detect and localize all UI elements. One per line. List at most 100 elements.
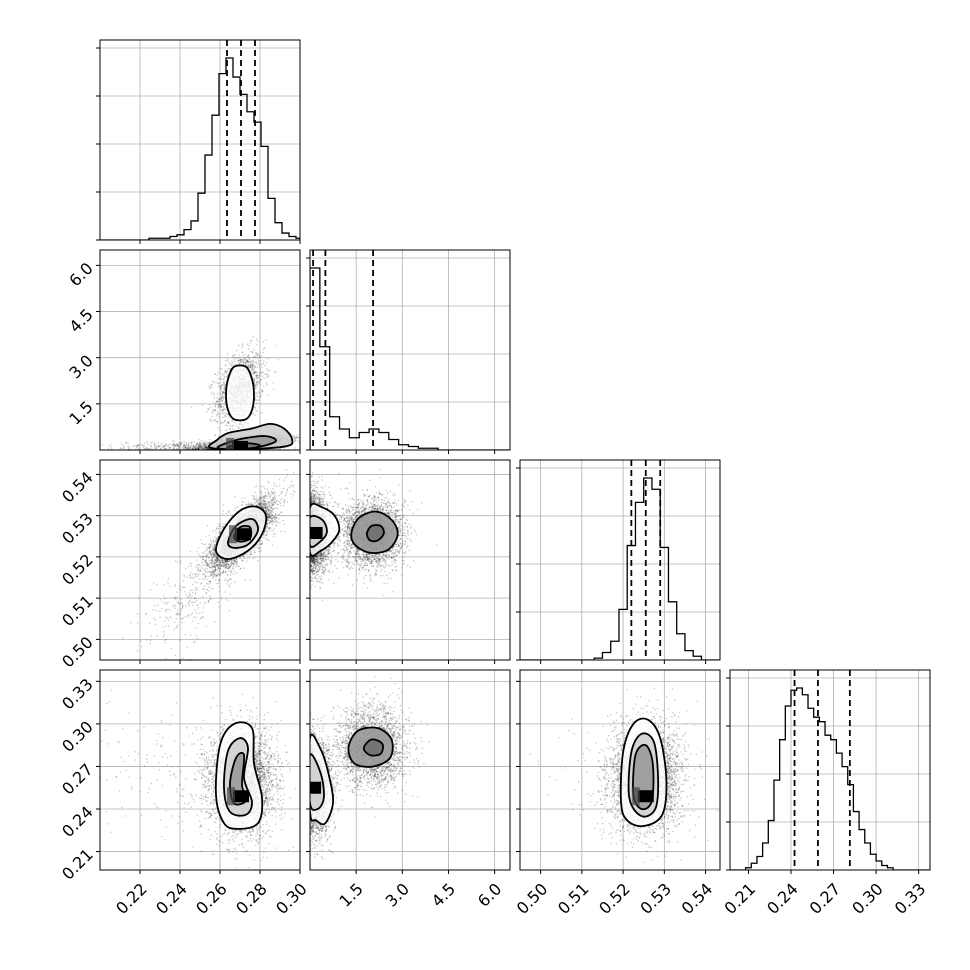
sample-point — [249, 364, 251, 367]
sample-point — [206, 448, 208, 450]
sample-point — [261, 390, 264, 392]
sample-point — [254, 398, 256, 401]
sample-point — [136, 445, 138, 448]
sample-point — [239, 362, 241, 364]
sample-point — [219, 403, 221, 406]
sample-point — [160, 444, 162, 446]
sample-point — [205, 442, 208, 445]
sample-point — [221, 409, 224, 411]
sample-point — [232, 419, 234, 422]
sample-point — [187, 448, 190, 450]
sample-point — [209, 419, 211, 421]
sample-point — [262, 385, 265, 387]
sample-point — [187, 444, 190, 447]
sample-point — [218, 436, 220, 438]
sample-point — [270, 516, 273, 518]
sample-point — [225, 406, 227, 409]
sample-point — [223, 402, 225, 405]
panel-frame — [519, 459, 721, 661]
sample-point — [189, 448, 191, 450]
sample-point — [279, 447, 282, 450]
contour-line — [207, 422, 294, 450]
sample-point — [137, 444, 139, 446]
sample-point — [255, 396, 257, 398]
sample-point — [250, 366, 252, 369]
sample-point — [220, 386, 222, 388]
sample-point — [136, 446, 138, 449]
sample-point — [252, 366, 254, 369]
sample-point — [219, 406, 221, 408]
sample-point — [195, 448, 197, 450]
sample-point — [214, 420, 216, 422]
sample-point — [246, 360, 249, 363]
sample-point — [259, 352, 261, 354]
sample-point — [203, 447, 205, 449]
sample-point — [255, 392, 257, 394]
sample-point — [193, 446, 195, 448]
sample-point — [223, 420, 226, 422]
sample-point — [226, 353, 229, 355]
sample-point — [213, 551, 215, 553]
sample-point — [208, 448, 211, 450]
sample-point — [222, 416, 225, 419]
sample-point — [203, 448, 205, 450]
sample-point — [215, 400, 217, 402]
scatter-panel-1-0 — [100, 250, 300, 450]
sample-point — [174, 445, 176, 447]
sample-point — [261, 372, 263, 374]
sample-point — [175, 443, 177, 445]
sample-point — [250, 362, 252, 364]
sample-point — [153, 442, 156, 444]
sample-point — [192, 448, 194, 450]
sample-point — [232, 428, 234, 430]
sample-point — [186, 445, 188, 447]
sample-point — [189, 448, 192, 450]
sample-point — [169, 443, 171, 445]
sample-point — [194, 446, 196, 449]
sample-point — [150, 448, 152, 450]
sample-point — [255, 399, 257, 401]
sample-point — [216, 413, 219, 415]
sample-point — [212, 409, 214, 411]
sample-point — [176, 445, 179, 447]
sample-point — [188, 445, 190, 447]
sample-point — [254, 406, 256, 408]
sample-point — [212, 548, 214, 550]
sample-point — [220, 406, 222, 408]
sample-point — [209, 420, 212, 423]
sample-point — [252, 356, 254, 358]
scatter-panel-2-0 — [100, 460, 300, 660]
sample-point — [254, 371, 256, 373]
sample-point — [180, 443, 182, 445]
sample-point — [197, 445, 199, 447]
sample-point — [255, 357, 257, 359]
sample-point — [199, 444, 201, 447]
sample-point — [250, 339, 252, 341]
sample-point — [243, 361, 245, 363]
sample-point — [220, 398, 223, 401]
sample-point — [219, 385, 221, 387]
sample-point — [192, 448, 194, 450]
sample-point — [208, 448, 210, 450]
sample-point — [246, 360, 248, 362]
sample-point — [199, 443, 201, 445]
sample-point — [234, 421, 236, 423]
sample-point — [208, 448, 210, 450]
sample-point — [151, 441, 153, 443]
sample-point — [172, 439, 174, 442]
sample-point — [198, 446, 200, 449]
sample-point — [222, 561, 224, 563]
sample-point — [180, 441, 182, 443]
sample-point — [257, 380, 259, 382]
sample-point — [202, 447, 204, 450]
sample-point — [227, 413, 229, 415]
sample-point — [165, 447, 167, 450]
sample-point — [193, 445, 195, 448]
sample-point — [221, 400, 223, 402]
sample-point — [209, 442, 211, 444]
sample-point — [273, 482, 275, 484]
sample-point — [242, 351, 244, 353]
sample-point — [244, 358, 246, 361]
sample-point — [201, 448, 203, 450]
